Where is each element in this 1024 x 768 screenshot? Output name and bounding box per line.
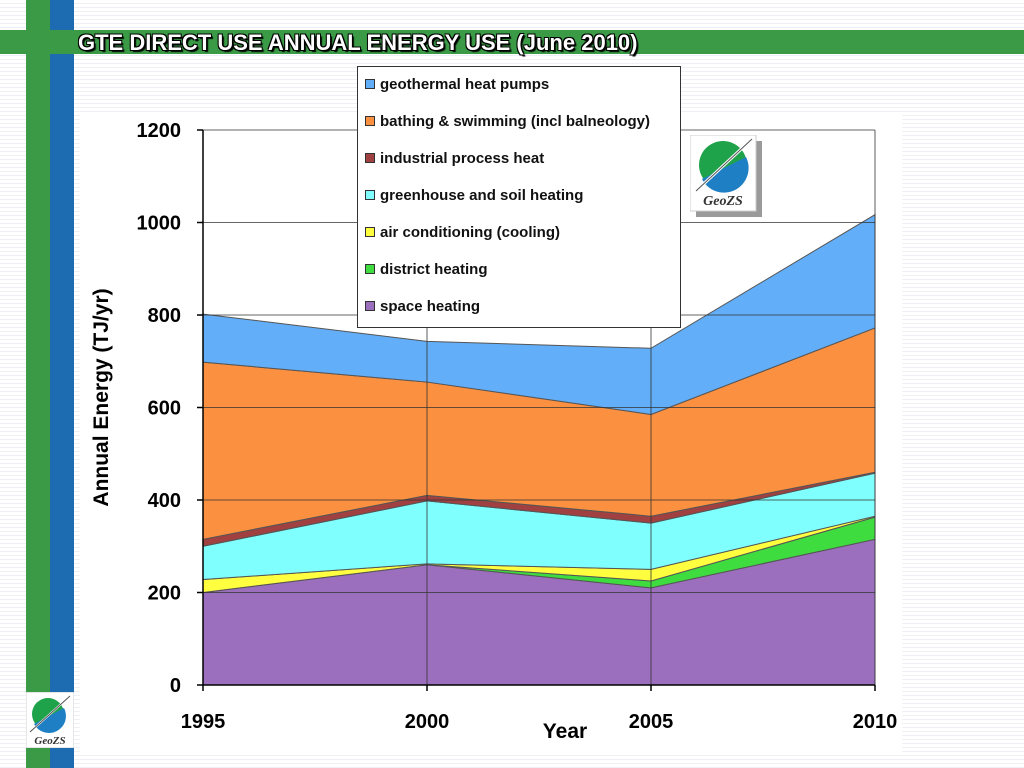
left-blue-bar bbox=[50, 0, 74, 768]
legend-label: greenhouse and soil heating bbox=[380, 187, 584, 204]
legend-item: industrial process heat bbox=[365, 150, 544, 170]
y-tick-label-2: 400 bbox=[148, 490, 181, 512]
x-tick-label-0: 1995 bbox=[181, 711, 226, 733]
x-tick-label-2: 2005 bbox=[629, 711, 674, 733]
legend-label: industrial process heat bbox=[380, 150, 545, 167]
stacked-area-chart: 0 200 400 600 800 1000 1200 1995 2000 2005 2010 Yea… bbox=[90, 120, 898, 743]
geozs-logo-small: GeoZS bbox=[25, 691, 75, 749]
y-tick-label-3: 600 bbox=[148, 398, 181, 420]
legend-item: air conditioning (cooling) bbox=[365, 224, 560, 244]
legend-swatch bbox=[365, 301, 375, 312]
legend-label: district heating bbox=[380, 261, 488, 278]
legend-swatch bbox=[365, 116, 375, 127]
legend-label: space heating bbox=[380, 298, 481, 315]
y-tick-label-5: 1000 bbox=[137, 213, 182, 235]
legend-item: space heating bbox=[365, 298, 480, 318]
slide-title: GTE DIRECT USE ANNUAL ENERGY USE (June 2… bbox=[78, 30, 638, 55]
legend-item: district heating bbox=[365, 261, 488, 281]
logo-text: GeoZS bbox=[703, 194, 743, 209]
chart-legend: geothermal heat pumps bathing & swimming … bbox=[357, 66, 681, 328]
x-axis-label: Year bbox=[543, 720, 587, 743]
top-green-bar bbox=[0, 30, 1024, 54]
logo-text-small: GeoZS bbox=[34, 735, 65, 747]
y-tick-label-0: 0 bbox=[170, 675, 181, 697]
y-axis-label: Annual Energy (TJ/yr) bbox=[90, 288, 113, 506]
x-tick-label-1: 2000 bbox=[405, 711, 450, 733]
legend-swatch bbox=[365, 190, 375, 201]
y-tick-label-1: 200 bbox=[148, 583, 181, 605]
x-tick-label-3: 2010 bbox=[853, 711, 898, 733]
y-tick-label-4: 800 bbox=[148, 305, 181, 327]
left-green-bar bbox=[26, 0, 50, 768]
legend-item: geothermal heat pumps bbox=[365, 76, 549, 96]
legend-label: air conditioning (cooling) bbox=[380, 224, 560, 241]
legend-item: greenhouse and soil heating bbox=[365, 187, 583, 207]
legend-swatch bbox=[365, 227, 375, 238]
legend-swatch bbox=[365, 79, 375, 90]
legend-swatch bbox=[365, 264, 375, 275]
legend-label: bathing & swimming (incl balneology) bbox=[380, 113, 651, 130]
geozs-logo: GeoZS bbox=[689, 134, 762, 217]
legend-item: bathing & swimming (incl balneology) bbox=[365, 113, 650, 133]
legend-label: geothermal heat pumps bbox=[380, 76, 550, 93]
legend-swatch bbox=[365, 153, 375, 164]
y-tick-label-6: 1200 bbox=[137, 120, 182, 142]
